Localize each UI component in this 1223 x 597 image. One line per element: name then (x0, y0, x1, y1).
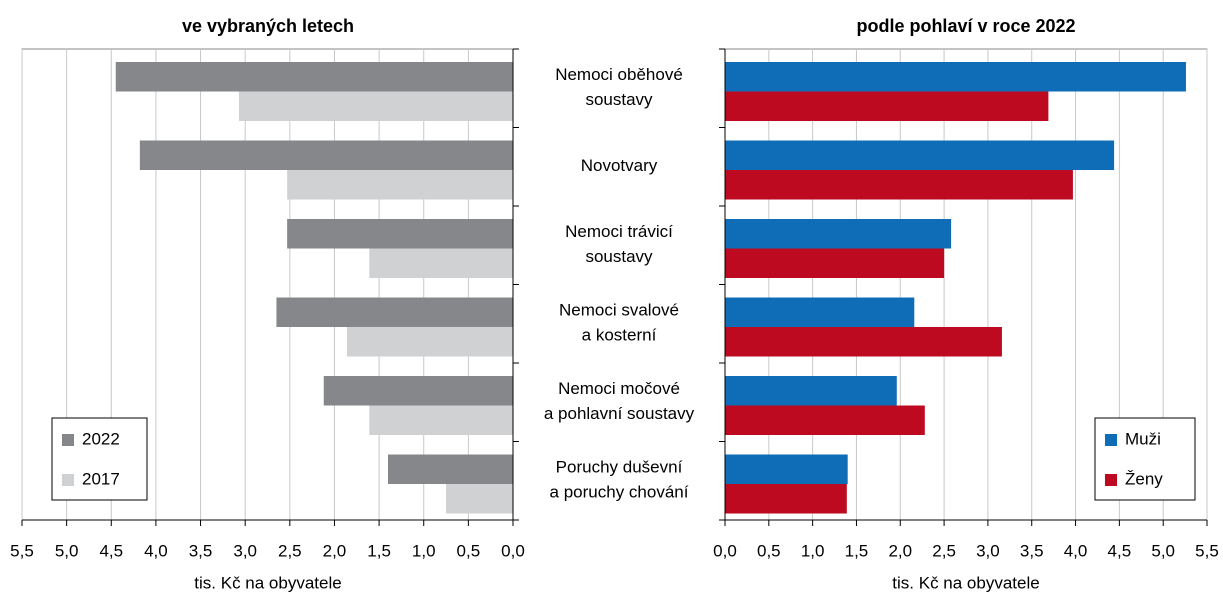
bar (346, 327, 513, 357)
bar (725, 327, 1002, 357)
bar (115, 62, 514, 92)
bar (725, 484, 847, 514)
x-tick-label: 1,5 (845, 541, 869, 560)
bar (725, 140, 1115, 170)
x-tick-label: 2,5 (932, 541, 956, 560)
bar (725, 376, 897, 406)
legend-label: Ženy (1125, 469, 1163, 488)
category-label: Nemoci oběhové soustavy (555, 65, 683, 109)
legend-box (51, 417, 148, 501)
x-tick-label: 2,0 (888, 541, 912, 560)
legend-swatch (1105, 434, 1117, 446)
bar (725, 297, 915, 327)
bar (388, 454, 513, 484)
legend-label: 2017 (82, 469, 120, 488)
bar (139, 140, 513, 170)
bar (725, 91, 1049, 121)
x-tick-label: 3,0 (233, 541, 257, 560)
category-label: Nemoci močové a pohlavní soustavy (544, 379, 695, 423)
x-tick-label: 1,5 (367, 541, 391, 560)
x-tick-label: 5,5 (1195, 541, 1219, 560)
x-tick-label: 2,5 (278, 541, 302, 560)
category-label: Nemoci trávicí soustavy (565, 222, 673, 266)
x-tick-label: 5,0 (1151, 541, 1175, 560)
x-tick-label: 0,5 (457, 541, 481, 560)
bar (369, 248, 513, 278)
legend-swatch (62, 434, 74, 446)
x-tick-label: 2,0 (323, 541, 347, 560)
x-tick-label: 4,0 (1064, 541, 1088, 560)
x-tick-label: 0,5 (757, 541, 781, 560)
bar (725, 248, 945, 278)
x-tick-label: 5,5 (10, 541, 34, 560)
x-tick-label: 3,0 (976, 541, 1000, 560)
bar (369, 405, 513, 435)
x-tick-label: 4,5 (1108, 541, 1132, 560)
x-tick-label: 4,0 (144, 541, 168, 560)
x-tick-label: 1,0 (801, 541, 825, 560)
bar (287, 170, 513, 200)
bar (287, 219, 513, 249)
legend-box (1094, 417, 1196, 501)
legend-swatch (62, 474, 74, 486)
bar (323, 376, 513, 406)
x-axis-label: tis. Kč na obyvatele (892, 573, 1039, 592)
category-label: Nemoci svalové a kosterní (559, 301, 679, 345)
bar (725, 405, 925, 435)
bar (276, 297, 513, 327)
x-tick-label: 0,0 (713, 541, 737, 560)
bar (725, 454, 848, 484)
x-tick-label: 3,5 (1020, 541, 1044, 560)
bar (725, 170, 1073, 200)
legend-label: Muži (1125, 429, 1161, 448)
legend-label: 2022 (82, 429, 120, 448)
chart-title: ve vybraných letech (182, 16, 354, 36)
x-tick-label: 5,0 (55, 541, 79, 560)
bar (725, 62, 1186, 92)
legend-swatch (1105, 474, 1117, 486)
chart-title: podle pohlaví v roce 2022 (856, 16, 1075, 36)
category-label: Novotvary (581, 156, 658, 175)
x-tick-label: 4,5 (99, 541, 123, 560)
x-axis-label: tis. Kč na obyvatele (194, 573, 341, 592)
bar (238, 91, 513, 121)
bar (446, 484, 513, 514)
x-tick-label: 1,0 (412, 541, 436, 560)
bar (725, 219, 952, 249)
category-label: Poruchy duševní a poruchy chování (550, 458, 689, 502)
x-tick-label: 3,5 (189, 541, 213, 560)
x-tick-label: 0,0 (501, 541, 525, 560)
